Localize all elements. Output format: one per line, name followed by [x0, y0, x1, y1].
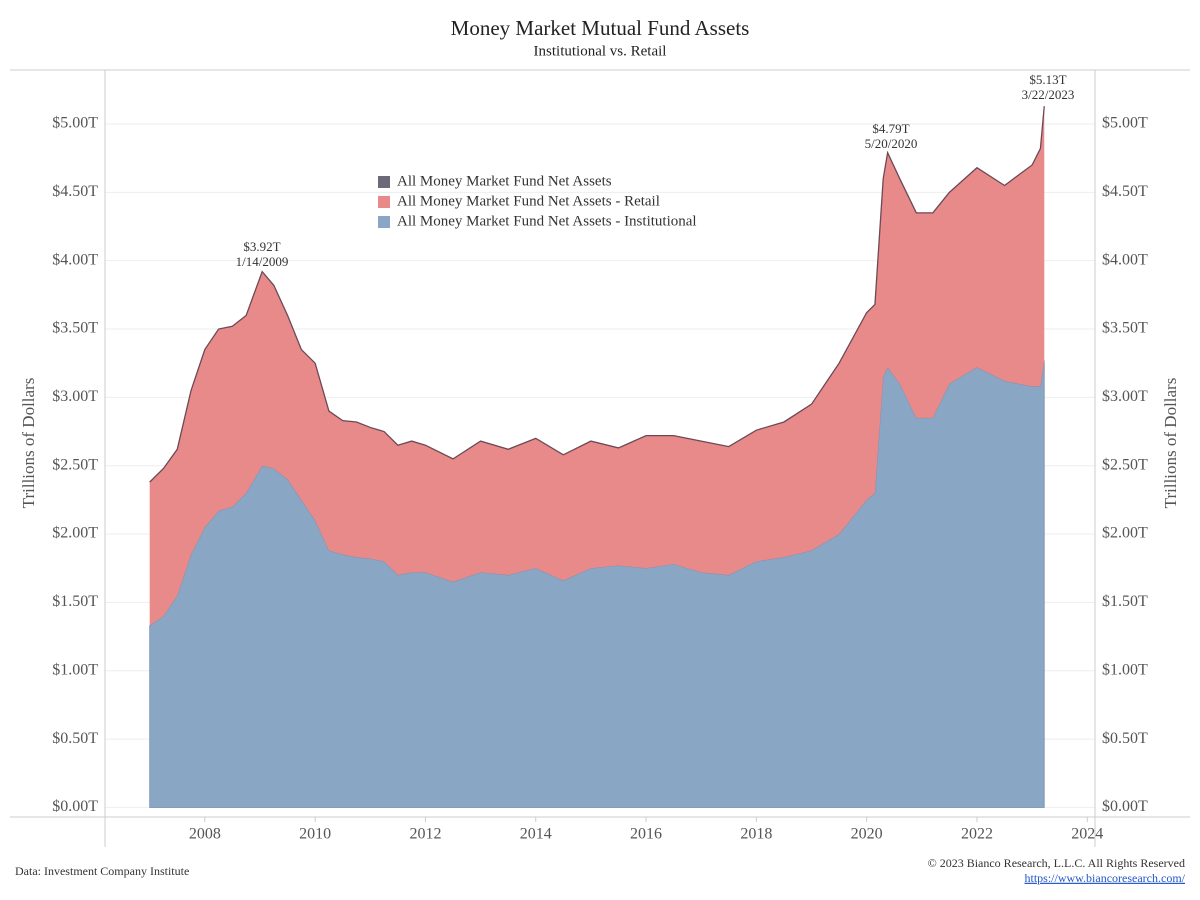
legend-label: All Money Market Fund Net Assets	[397, 173, 612, 189]
y-tick-label: $4.00T	[52, 251, 98, 268]
annotation-value: $4.79T	[872, 121, 909, 136]
x-tick-label: 2010	[299, 826, 331, 843]
legend-swatch	[378, 176, 390, 188]
x-tick-label: 2018	[740, 826, 772, 843]
y2-tick-label: $2.00T	[1102, 525, 1148, 542]
y2-tick-label: $4.50T	[1102, 183, 1148, 200]
x-tick-label: 2016	[630, 826, 662, 843]
y2-tick-label: $0.00T	[1102, 798, 1148, 815]
annotation-date: 5/20/2020	[865, 136, 918, 151]
y2-axis-label: Trillions of Dollars	[1161, 378, 1180, 509]
x-tick-label: 2014	[520, 826, 552, 843]
y2-tick-label: $1.00T	[1102, 661, 1148, 678]
legend-swatch	[378, 196, 390, 208]
y-tick-label: $0.00T	[52, 798, 98, 815]
y-tick-label: $2.50T	[52, 456, 98, 473]
y-tick-label: $4.50T	[52, 183, 98, 200]
y-axis-label: Trillions of Dollars	[19, 378, 38, 509]
y-tick-label: $0.50T	[52, 730, 98, 747]
legend-label: All Money Market Fund Net Assets - Retai…	[397, 193, 660, 209]
chart-title: Money Market Mutual Fund Assets	[451, 16, 750, 40]
x-tick-label: 2022	[961, 826, 993, 843]
x-tick-label: 2012	[409, 826, 441, 843]
legend-swatch	[378, 216, 390, 228]
copyright: © 2023 Bianco Research, L.L.C. All Right…	[928, 856, 1185, 870]
y2-tick-label: $4.00T	[1102, 251, 1148, 268]
y-tick-label: $3.50T	[52, 320, 98, 337]
x-tick-label: 2020	[851, 826, 883, 843]
legend-label: All Money Market Fund Net Assets - Insti…	[397, 213, 697, 229]
source-note: Data: Investment Company Institute	[15, 864, 189, 878]
institutional-area	[149, 360, 1045, 808]
annotation-date: 3/22/2023	[1022, 87, 1075, 102]
y2-tick-label: $3.00T	[1102, 388, 1148, 405]
y-tick-label: $1.00T	[52, 661, 98, 678]
source-link[interactable]: https://www.biancoresearch.com/	[1024, 871, 1185, 885]
chart-subtitle: Institutional vs. Retail	[534, 43, 667, 59]
retail-area	[149, 106, 1045, 626]
y2-tick-label: $1.50T	[1102, 593, 1148, 610]
y-tick-label: $3.00T	[52, 388, 98, 405]
y2-tick-label: $3.50T	[1102, 320, 1148, 337]
annotation-value: $5.13T	[1029, 72, 1066, 87]
y-tick-label: $5.00T	[52, 115, 98, 132]
x-tick-label: 2024	[1071, 826, 1103, 843]
total-line	[149, 106, 1045, 483]
y-tick-label: $1.50T	[52, 593, 98, 610]
y2-tick-label: $5.00T	[1102, 115, 1148, 132]
y2-tick-label: $2.50T	[1102, 456, 1148, 473]
annotation-value: $3.92T	[243, 239, 280, 254]
y-tick-label: $2.00T	[52, 525, 98, 542]
x-tick-label: 2008	[189, 826, 221, 843]
annotation-date: 1/14/2009	[236, 254, 289, 269]
y2-tick-label: $0.50T	[1102, 730, 1148, 747]
